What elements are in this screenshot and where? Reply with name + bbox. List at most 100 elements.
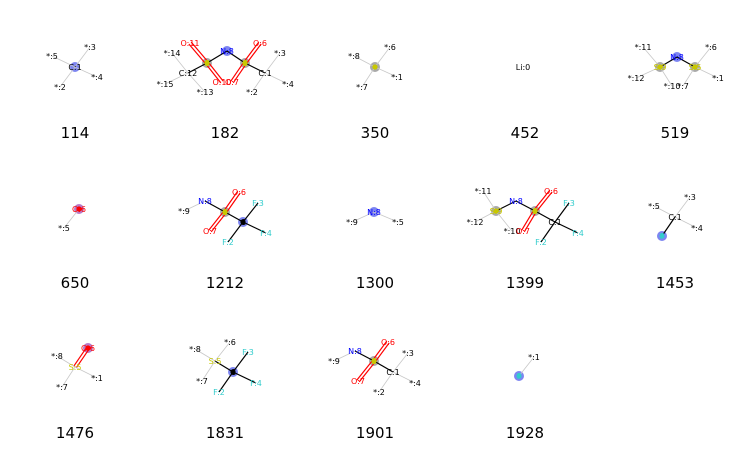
- attachment-point-label: *:3: [402, 349, 414, 358]
- attachment-point-label: *:6: [384, 43, 396, 52]
- fragment-cell: *:8 *:6 *:7 *:1 350: [300, 0, 450, 150]
- bond-dummy: [374, 66, 398, 78]
- bond-dummy: [482, 190, 497, 212]
- bond-dummy: [171, 52, 189, 74]
- attachment-point-label: *:6: [705, 43, 717, 52]
- bond-dummy: [674, 196, 691, 218]
- atom-label: F:4: [572, 229, 584, 238]
- bond: [242, 202, 259, 223]
- bond-dummy: [361, 66, 376, 88]
- fragment-structure: O:6 N:8 F:3 *:9 S C O:7 F:4 F:2: [178, 188, 272, 247]
- atom-label: N:8: [348, 347, 362, 356]
- bond: [534, 210, 556, 223]
- fragment-cell: Li:0 452: [450, 0, 600, 150]
- bond-dummy: [392, 371, 416, 384]
- fragment-cell: O:6 N:8 F:3 *:9 S C O:7 F:4 F:2 1212: [150, 150, 300, 300]
- bond-double: [225, 192, 241, 214]
- bond-dummy: [694, 46, 712, 68]
- bond-double: [190, 41, 209, 63]
- bond: [224, 211, 244, 223]
- bond-double: [535, 191, 553, 213]
- attachment-point-label: *:8: [189, 345, 201, 354]
- attachment-point-label: *:8: [348, 52, 360, 61]
- attachment-point-label: *:7: [196, 377, 208, 386]
- fragment-cell: *:3 *:5 C:1 *:4 F 1453: [600, 150, 750, 300]
- attachment-point-label: *:12: [628, 74, 645, 83]
- atom-dot: [372, 64, 378, 70]
- bond-dummy: [251, 72, 266, 93]
- attachment-point-label: *:6: [224, 338, 236, 347]
- attachment-point-label: *:2: [54, 83, 66, 92]
- bond: [242, 221, 267, 234]
- bond-dummy: [653, 205, 676, 218]
- fragment-structure: *:8 *:6 *:7 *:1: [348, 43, 403, 92]
- attachment-point-label: *:4: [282, 80, 294, 89]
- bond: [676, 56, 696, 68]
- atom-label: S:9: [654, 63, 667, 72]
- bond: [187, 62, 208, 74]
- atom-label: O:10: [212, 78, 231, 87]
- bond-dummy: [264, 72, 289, 85]
- bond: [354, 350, 375, 362]
- atom-label: O:6: [253, 39, 267, 48]
- bond-double: [245, 43, 262, 65]
- bond: [206, 50, 228, 64]
- atom-label: O:6: [72, 205, 86, 214]
- atom-label: S: [242, 59, 247, 68]
- bond-dummy: [518, 356, 535, 377]
- bond: [659, 56, 678, 68]
- bond: [661, 216, 676, 237]
- bond-dummy: [392, 352, 409, 373]
- bond-double: [210, 212, 227, 233]
- atom-dot: [76, 206, 82, 212]
- atom-label: O:6: [381, 338, 395, 347]
- attachment-point-label: *:2: [373, 388, 385, 397]
- bond: [226, 50, 246, 64]
- atom-dot: [659, 233, 665, 239]
- fragment-id-label: 1901: [355, 424, 395, 442]
- atom-dot: [230, 369, 236, 375]
- fragment-cell: O:11 N:8 O:6 *:14 S S *:3 C:12 C:1 O:10 O:7 *:15 *:4…: [150, 0, 300, 150]
- atom-label: O:7: [225, 78, 239, 87]
- attachment-point-label: *:11: [635, 43, 652, 52]
- attachment-point-label: *:4: [409, 379, 421, 388]
- attachment-point-label: *:10: [664, 82, 681, 91]
- atom-label: F:3: [252, 199, 264, 208]
- fragment-id-label: 650: [60, 274, 90, 292]
- atom-label: N:8: [367, 208, 381, 217]
- atom-label: S: [204, 59, 209, 68]
- bond-double: [205, 63, 222, 84]
- fragment-id-label: 1476: [55, 424, 95, 442]
- bond-double: [356, 359, 374, 381]
- atom-label: S: [532, 207, 537, 216]
- bond-dummy: [264, 52, 281, 74]
- atom-label: N:8: [198, 197, 212, 206]
- bond: [244, 62, 266, 74]
- atom-label: C:1: [668, 213, 681, 222]
- attachment-point-label: *:5: [648, 202, 660, 211]
- attachment-point-label: *:1: [712, 74, 724, 83]
- atom-dot: [516, 373, 522, 379]
- atom-dot: [240, 219, 246, 225]
- fragment-cell: *:8 *:6 F:3 S:5 C *:7 F:4 F:2 1831: [150, 300, 300, 450]
- bond: [218, 371, 234, 393]
- bond: [204, 200, 226, 213]
- bond-double: [374, 342, 390, 363]
- atom-label: O:7: [516, 227, 530, 236]
- atom-label: S:9: [490, 207, 503, 216]
- bond-dummy: [659, 66, 673, 87]
- bond-dummy: [187, 72, 206, 93]
- attachment-point-label: *:4: [91, 73, 103, 82]
- atom-label: F:2: [213, 388, 225, 397]
- bond-dummy: [694, 66, 719, 79]
- bond: [515, 200, 536, 212]
- atom-label: C:1: [68, 63, 81, 72]
- attachment-point-label: *:5: [392, 218, 404, 227]
- attachment-point-label: *:3: [684, 193, 696, 202]
- bond-dummy: [635, 66, 661, 79]
- bond-dummy: [351, 211, 375, 223]
- attachment-point-label: *:9: [178, 207, 190, 216]
- fragment-structure: *:11 O:6 N:8 F:3 S:9 S *:12 C:1 *:10O:7 F:4 F:2: [467, 187, 584, 247]
- atom-label: C: [230, 368, 236, 377]
